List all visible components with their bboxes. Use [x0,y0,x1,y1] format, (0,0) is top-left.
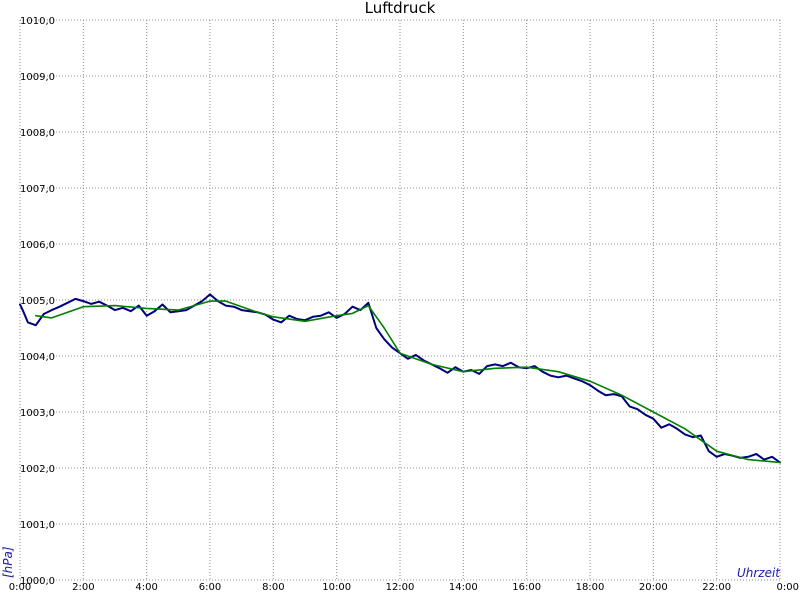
x-tick-label: 16:00 [512,582,541,593]
x-tick-label: 8:00 [262,582,284,593]
y-tick-label: 1003,0 [20,408,55,419]
y-tick-label: 1007,0 [20,184,55,195]
x-axis-ticks: 0:00 2:00 4:00 6:00 8:00 10:00 12:00 14:00 16:00… [9,582,799,593]
x-axis-label: Uhrzeit [737,566,781,580]
x-tick-label: 10:00 [322,582,351,593]
x-tick-label: 0:00 [777,582,799,593]
y-axis-ticks: 1000,0 1001,0 1002,0 1003,0 1004,0 1005,0 1006… [20,16,55,587]
x-tick-label: 20:00 [639,582,668,593]
series-line-2 [34,300,781,464]
y-tick-label: 1002,0 [20,464,55,475]
y-tick-label: 1001,0 [20,520,55,531]
x-tick-label: 0:00 [9,582,31,593]
x-tick-label: 12:00 [386,582,415,593]
x-tick-label: 18:00 [576,582,605,593]
y-tick-label: 1004,0 [20,352,55,363]
x-tick-label: 22:00 [702,582,731,593]
y-axis-label: [hPa] [1,546,15,578]
y-tick-label: 1009,0 [20,72,55,83]
x-tick-label: 6:00 [199,582,221,593]
grid-lines [19,19,781,581]
x-tick-label: 14:00 [449,582,478,593]
y-tick-label: 1006,0 [20,240,55,251]
x-tick-label: 2:00 [72,582,94,593]
x-tick-label: 4:00 [135,582,157,593]
y-tick-label: 1000,0 [20,576,55,587]
y-tick-label: 1008,0 [20,128,55,139]
y-tick-label: 1005,0 [20,296,55,307]
chart-title: Luftdruck [365,0,436,17]
y-tick-label: 1010,0 [20,16,55,27]
data-series [19,293,781,464]
